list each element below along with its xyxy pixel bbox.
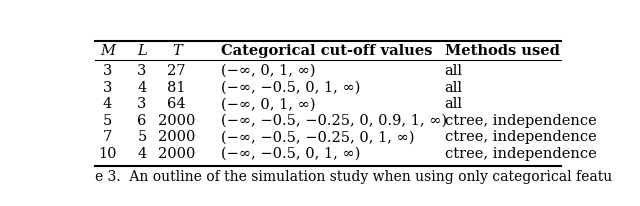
Text: (−∞, −0.5, −0.25, 0, 0.9, 1, ∞): (−∞, −0.5, −0.25, 0, 0.9, 1, ∞) (221, 113, 447, 127)
Text: (−∞, 0, 1, ∞): (−∞, 0, 1, ∞) (221, 97, 316, 111)
Text: 5: 5 (102, 113, 112, 127)
Text: 4: 4 (102, 97, 112, 111)
Text: ctree, independence: ctree, independence (445, 146, 596, 160)
Text: all: all (445, 64, 463, 78)
Text: 4: 4 (138, 146, 147, 160)
Text: (−∞, 0, 1, ∞): (−∞, 0, 1, ∞) (221, 64, 316, 78)
Text: all: all (445, 97, 463, 111)
Text: (−∞, −0.5, 0, 1, ∞): (−∞, −0.5, 0, 1, ∞) (221, 80, 361, 94)
Text: L: L (137, 44, 147, 58)
Text: (−∞, −0.5, −0.25, 0, 1, ∞): (−∞, −0.5, −0.25, 0, 1, ∞) (221, 130, 415, 144)
Text: 27: 27 (168, 64, 186, 78)
Text: 2000: 2000 (158, 130, 195, 144)
Text: 3: 3 (102, 80, 112, 94)
Text: Methods used: Methods used (445, 44, 559, 58)
Text: 3: 3 (102, 64, 112, 78)
Text: 3: 3 (138, 97, 147, 111)
Text: 10: 10 (98, 146, 116, 160)
Text: 7: 7 (102, 130, 112, 144)
Text: (−∞, −0.5, 0, 1, ∞): (−∞, −0.5, 0, 1, ∞) (221, 146, 361, 160)
Text: 64: 64 (168, 97, 186, 111)
Text: Categorical cut-off values: Categorical cut-off values (221, 44, 433, 58)
Text: 6: 6 (138, 113, 147, 127)
Text: M: M (100, 44, 115, 58)
Text: all: all (445, 80, 463, 94)
Text: T: T (172, 44, 182, 58)
Text: ctree, independence: ctree, independence (445, 130, 596, 144)
Text: 4: 4 (138, 80, 147, 94)
Text: 2000: 2000 (158, 146, 195, 160)
Text: ctree, independence: ctree, independence (445, 113, 596, 127)
Text: 81: 81 (168, 80, 186, 94)
Text: 2000: 2000 (158, 113, 195, 127)
Text: 3: 3 (138, 64, 147, 78)
Text: 5: 5 (138, 130, 147, 144)
Text: e 3.  An outline of the simulation study when using only categorical featu: e 3. An outline of the simulation study … (95, 169, 612, 183)
